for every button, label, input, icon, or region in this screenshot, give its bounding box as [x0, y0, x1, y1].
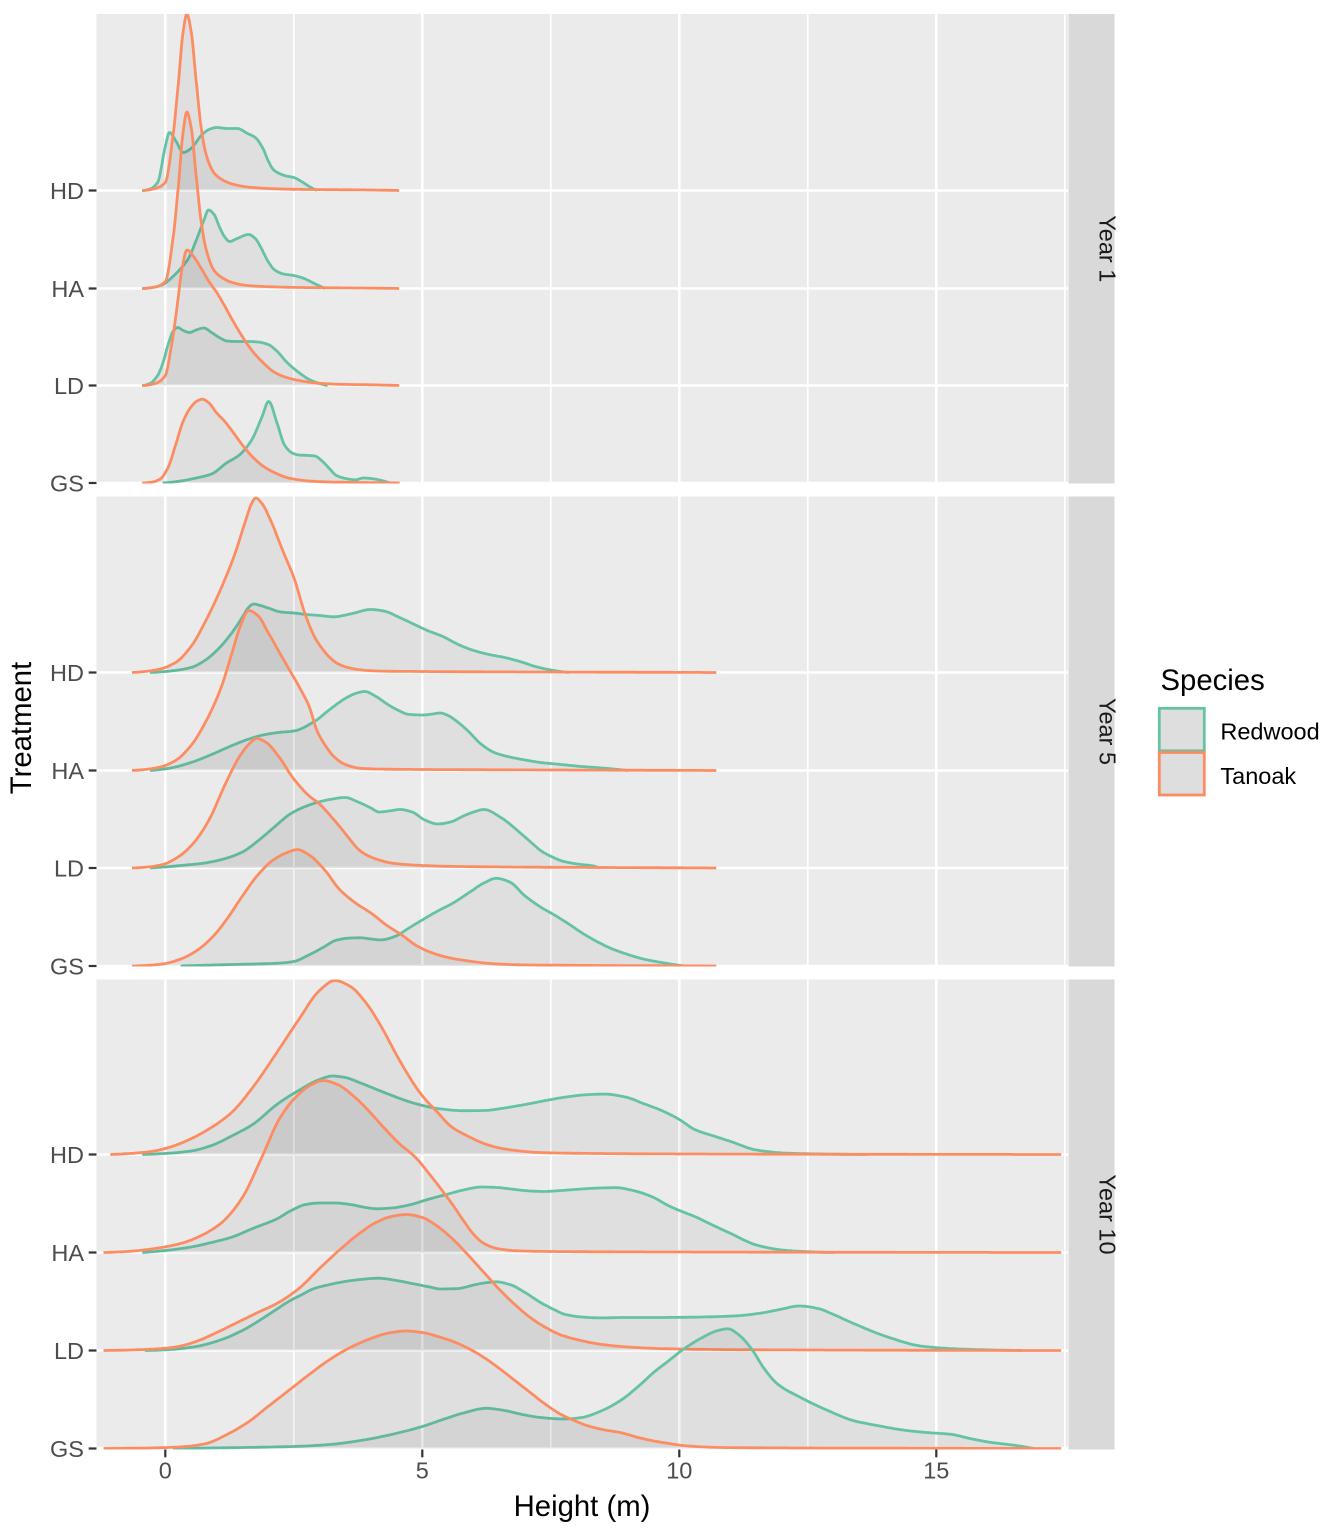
svg-text:HD: HD — [50, 178, 84, 204]
svg-text:LD: LD — [54, 856, 84, 882]
svg-text:HD: HD — [50, 660, 84, 686]
svg-text:Tanoak: Tanoak — [1220, 763, 1296, 789]
svg-text:HA: HA — [51, 758, 84, 784]
svg-text:0: 0 — [159, 1458, 172, 1484]
svg-text:10: 10 — [666, 1458, 692, 1484]
svg-text:Year 10: Year 10 — [1095, 1174, 1121, 1254]
svg-text:GS: GS — [50, 471, 84, 497]
svg-text:15: 15 — [923, 1458, 949, 1484]
svg-text:Year 5: Year 5 — [1095, 698, 1121, 765]
svg-text:Height (m): Height (m) — [514, 1490, 651, 1523]
svg-text:5: 5 — [416, 1458, 429, 1484]
svg-text:HD: HD — [50, 1142, 84, 1168]
svg-text:LD: LD — [54, 373, 84, 399]
svg-text:Redwood: Redwood — [1220, 719, 1319, 745]
svg-text:Year 1: Year 1 — [1095, 215, 1121, 282]
svg-text:HA: HA — [51, 1240, 84, 1266]
svg-text:LD: LD — [54, 1338, 84, 1364]
svg-text:HA: HA — [51, 276, 84, 302]
svg-text:Species: Species — [1161, 664, 1265, 697]
svg-text:GS: GS — [50, 1436, 84, 1462]
svg-text:Treatment: Treatment — [5, 662, 38, 794]
svg-text:GS: GS — [50, 954, 84, 980]
